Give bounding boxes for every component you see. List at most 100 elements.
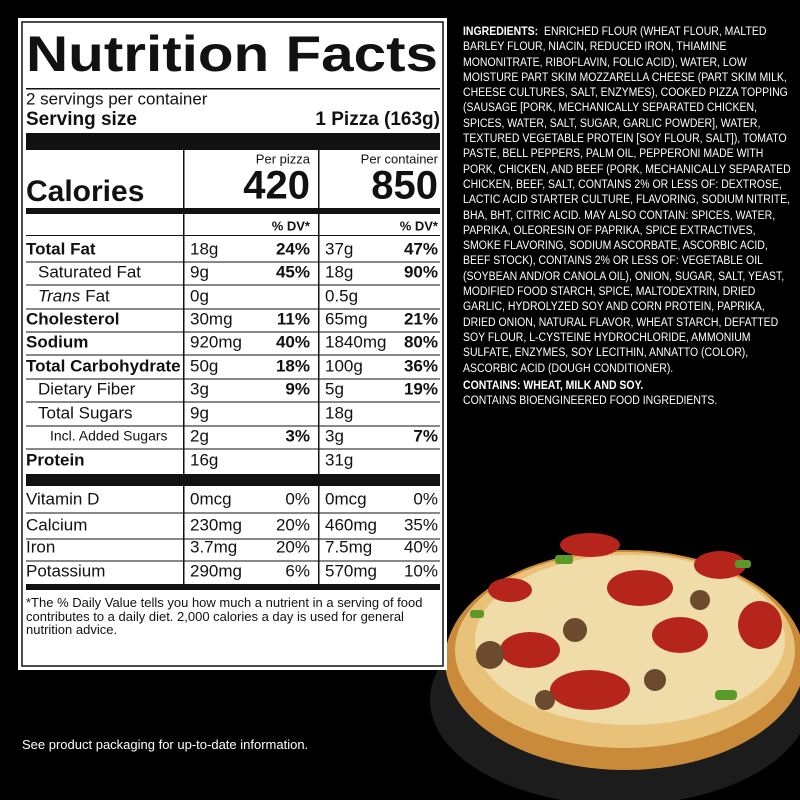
nutrient-name: Cholesterol (26, 309, 120, 328)
amount: 460mg (325, 515, 377, 534)
rule (26, 354, 440, 356)
amount: 0mcg (325, 489, 367, 508)
nutrient-name: Total Sugars (38, 403, 133, 422)
amount: 230mg (190, 515, 242, 534)
column-header: Per container (361, 151, 439, 166)
nutrient-name: Iron (26, 537, 55, 556)
nutrient-name: Sodium (26, 332, 88, 351)
nutrient-name: Calcium (26, 515, 87, 534)
daily-value: 36% (404, 356, 438, 375)
label-title: Nutrition Facts (26, 26, 438, 82)
nutrient-name: Incl. Added Sugars (50, 428, 168, 444)
rule (26, 88, 440, 90)
rule (26, 512, 440, 514)
daily-value: 11% (277, 309, 310, 328)
servings: 2 servings per container (26, 89, 208, 108)
amount: 7.5mg (325, 537, 372, 556)
daily-value: 47% (404, 239, 438, 258)
amount: 16g (190, 450, 218, 469)
serving-size-label: Serving size (26, 109, 137, 130)
nutrient-name-prefix: Trans (38, 286, 81, 305)
daily-value: 10% (404, 561, 438, 580)
nutrient-name: Vitamin D (26, 489, 99, 508)
nutrient-name: Potassium (26, 561, 105, 580)
calories-value: 850 (371, 164, 438, 208)
daily-value: 45% (276, 262, 310, 281)
rule (26, 560, 440, 562)
daily-value: 9% (285, 379, 310, 398)
daily-value: 90% (404, 262, 438, 281)
amount: 100g (325, 356, 363, 375)
ingredients-text: INGREDIENTS: ENRICHED FLOUR (WHEAT FLOUR… (463, 24, 794, 376)
nutrient-name: Saturated Fat (38, 262, 141, 281)
serving-size: 1 Pizza (163g) (315, 109, 440, 130)
calories-label: Calories (26, 175, 144, 208)
dv-header: % DV* (272, 218, 311, 233)
amount: 30mg (190, 309, 233, 328)
daily-value: 40% (276, 332, 310, 351)
amount: 31g (325, 450, 353, 469)
dv-header: % DV* (400, 218, 439, 233)
sausage (476, 590, 710, 710)
daily-value: 0% (413, 489, 438, 508)
medium-bar (26, 208, 440, 214)
nutrient-name: Dietary Fiber (38, 379, 136, 398)
thick-bar (26, 474, 440, 486)
rule (26, 235, 440, 236)
daily-value: 19% (404, 379, 438, 398)
daily-value: 20% (276, 515, 310, 534)
column-divider (318, 150, 320, 585)
amount: 2g (190, 426, 209, 445)
daily-value: 35% (404, 515, 438, 534)
nutrient-name: Protein (26, 450, 85, 469)
amount: 18g (190, 239, 218, 258)
daily-value: 0% (285, 489, 310, 508)
nutrient-name: Fat (85, 286, 110, 305)
daily-value: 7% (413, 426, 438, 445)
daily-value: 21% (404, 309, 438, 328)
nutrient-name: Total Fat (26, 239, 96, 258)
column-divider (183, 150, 185, 585)
footer-note: See product packaging for up-to-date inf… (22, 737, 309, 752)
amount: 37g (325, 239, 353, 258)
rule (26, 538, 440, 540)
daily-value: 24% (276, 239, 310, 258)
amount: 3.7mg (190, 537, 237, 556)
rule (26, 331, 440, 333)
allergen: CONTAINS: WHEAT, MILK AND SOY. (463, 378, 794, 393)
amount: 290mg (190, 561, 242, 580)
rule (26, 425, 440, 427)
peppers (470, 555, 751, 700)
daily-value: 40% (404, 537, 438, 556)
amount: 50g (190, 356, 218, 375)
amount: 0g (190, 286, 209, 305)
daily-value: 80% (404, 332, 438, 351)
ingredients-list: ENRICHED FLOUR (WHEAT FLOUR, MALTED BARL… (463, 24, 791, 375)
pepperoni (488, 533, 782, 710)
amount: 570mg (325, 561, 377, 580)
amount: 3g (325, 426, 344, 445)
amount: 18g (325, 262, 353, 281)
amount: 65mg (325, 309, 368, 328)
daily-value: 3% (285, 426, 310, 445)
footnote: *The % Daily Value tells you how much a … (26, 595, 423, 637)
amount: 0.5g (325, 286, 358, 305)
daily-value: 20% (276, 537, 310, 556)
nutrition-label: Nutrition Facts 2 servings per container… (18, 18, 447, 670)
amount: 5g (325, 379, 344, 398)
amount: 3g (190, 379, 209, 398)
rule (26, 448, 440, 450)
rule (26, 378, 440, 380)
nutrient-name: Total Carbohydrate (26, 356, 181, 375)
amount: 9g (190, 403, 209, 422)
amount: 920mg (190, 332, 242, 351)
medium-bar (26, 584, 440, 590)
amount: 18g (325, 403, 353, 422)
ingredients-heading: INGREDIENTS: (463, 24, 539, 38)
column-header: Per pizza (256, 151, 311, 166)
bioengineered: CONTAINS BIOENGINEERED FOOD INGREDIENTS. (463, 393, 718, 408)
label-border (21, 21, 444, 667)
ingredients: INGREDIENTS: ENRICHED FLOUR (WHEAT FLOUR… (463, 24, 794, 408)
